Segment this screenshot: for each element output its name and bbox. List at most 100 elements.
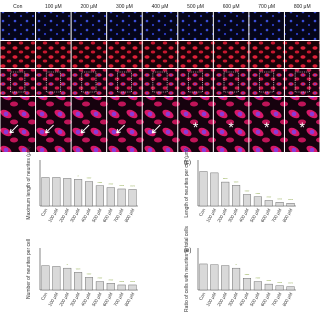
micrograph bbox=[71, 41, 107, 68]
bar bbox=[52, 266, 61, 291]
micrograph bbox=[284, 12, 320, 40]
micrograph bbox=[178, 69, 213, 96]
micrograph bbox=[107, 41, 142, 68]
bar bbox=[95, 281, 104, 291]
significance: **** bbox=[245, 190, 251, 194]
significance: * bbox=[78, 174, 80, 178]
bar bbox=[74, 272, 83, 291]
bar bbox=[41, 177, 50, 207]
bar bbox=[253, 196, 262, 207]
micrograph bbox=[0, 97, 36, 152]
zoom-box bbox=[223, 71, 239, 93]
micrograph bbox=[107, 97, 142, 152]
zoom-box bbox=[294, 71, 310, 93]
arrow bbox=[151, 124, 161, 134]
x-tick-label: Con bbox=[40, 207, 49, 217]
column-label: 700 μM bbox=[258, 4, 275, 10]
significance: **** bbox=[119, 184, 125, 188]
zoom-marker: * bbox=[264, 119, 270, 135]
column-label: 400 μM bbox=[152, 4, 169, 10]
column-label: 600 μM bbox=[223, 4, 240, 10]
micrograph bbox=[71, 12, 107, 40]
significance: * bbox=[67, 263, 69, 267]
micrograph bbox=[284, 69, 320, 96]
micrograph bbox=[142, 41, 178, 68]
zoom-box bbox=[259, 71, 275, 93]
bar bbox=[41, 265, 50, 291]
panel-label: (e) bbox=[184, 248, 191, 254]
y-axis-title: Length of neurites per cell (μm) bbox=[184, 148, 190, 218]
micrograph bbox=[213, 12, 249, 40]
panel-label: (c) bbox=[184, 160, 191, 166]
micrograph bbox=[249, 12, 284, 40]
bar bbox=[74, 179, 83, 207]
micrograph bbox=[249, 41, 284, 68]
significance: **** bbox=[130, 280, 136, 284]
bar bbox=[84, 277, 94, 291]
significance: **** bbox=[87, 272, 93, 276]
column-label: 200 μM bbox=[80, 4, 97, 10]
micrograph bbox=[178, 41, 213, 68]
x-tick-label: Con bbox=[198, 207, 207, 217]
micrograph bbox=[213, 69, 249, 96]
micrograph bbox=[107, 69, 142, 96]
zoom-box bbox=[152, 71, 168, 93]
zoom-box bbox=[10, 71, 26, 93]
micrograph bbox=[71, 69, 107, 96]
bar bbox=[84, 181, 94, 207]
micrograph bbox=[71, 97, 107, 152]
micrograph bbox=[142, 12, 178, 40]
bar bbox=[210, 172, 219, 207]
micrograph bbox=[142, 97, 178, 152]
significance: **** bbox=[108, 183, 114, 187]
micrograph bbox=[178, 12, 213, 40]
zoom-box bbox=[81, 71, 97, 93]
bar bbox=[242, 278, 252, 291]
zoom-box bbox=[45, 71, 61, 93]
micrograph bbox=[0, 12, 36, 40]
significance: **** bbox=[87, 177, 93, 181]
significance: **** bbox=[119, 280, 125, 284]
micrograph bbox=[0, 41, 36, 68]
significance: **** bbox=[234, 180, 240, 184]
x-tick-label: Con bbox=[198, 291, 207, 301]
zoom-box bbox=[117, 71, 132, 93]
significance: **** bbox=[108, 278, 114, 282]
bar bbox=[242, 194, 252, 207]
zoom-marker: * bbox=[299, 119, 305, 135]
zoom-marker: * bbox=[193, 119, 199, 135]
bar bbox=[128, 284, 137, 291]
column-label: 500 μM bbox=[187, 4, 204, 10]
bar bbox=[253, 281, 262, 291]
bar bbox=[128, 189, 137, 207]
column-label: 300 μM bbox=[116, 4, 133, 10]
micrograph bbox=[249, 69, 284, 96]
micrograph bbox=[36, 41, 71, 68]
column-label: 800 μM bbox=[294, 4, 311, 10]
bar bbox=[221, 265, 230, 291]
bar bbox=[95, 185, 104, 207]
x-tick-label: 800 μM bbox=[124, 291, 136, 307]
zoom-box bbox=[188, 71, 203, 93]
significance: **** bbox=[98, 277, 104, 281]
micrograph bbox=[178, 97, 213, 152]
significance: **** bbox=[277, 281, 283, 285]
significance: **** bbox=[256, 277, 262, 281]
x-tick-label: Con bbox=[40, 291, 49, 301]
micrograph bbox=[142, 69, 178, 96]
bar bbox=[232, 267, 241, 291]
significance: **** bbox=[288, 282, 294, 286]
arrow bbox=[116, 124, 126, 134]
micrograph bbox=[284, 97, 320, 152]
significance: **** bbox=[288, 198, 294, 202]
bar bbox=[286, 203, 295, 207]
y-axis-title: Number of neurites per cell bbox=[26, 239, 32, 299]
micrographs: Con 100 μM 200 μM 300 μM 400 μM 500 μM * 600 μM… bbox=[0, 4, 320, 152]
bar bbox=[63, 267, 72, 291]
x-tick-label: 800 μM bbox=[282, 291, 294, 307]
significance: **** bbox=[266, 195, 272, 199]
y-axis-title: Maximum length of neurites (μm) bbox=[26, 146, 32, 220]
micrograph bbox=[36, 97, 71, 152]
arrow bbox=[80, 124, 90, 134]
bar bbox=[232, 185, 241, 207]
